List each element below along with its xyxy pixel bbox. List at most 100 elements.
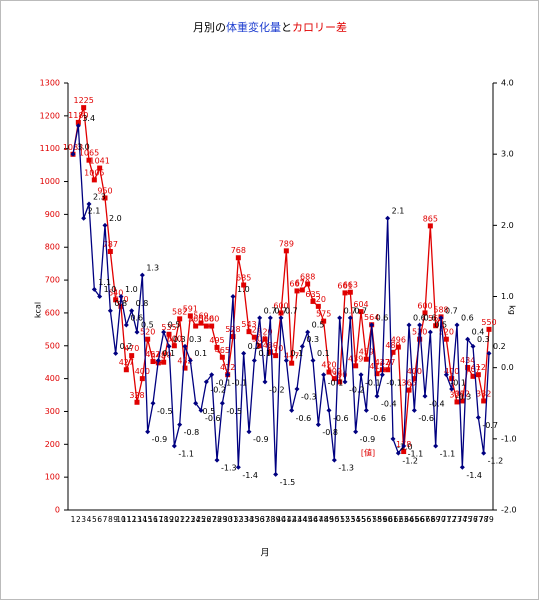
point — [283, 358, 289, 364]
data-label: 400 — [135, 367, 150, 376]
x-tick-label: 46 — [308, 515, 318, 524]
x-tick-label: 51 — [335, 515, 345, 524]
point — [230, 294, 236, 299]
data-label: 1041 — [89, 157, 109, 166]
data-label: 400 — [444, 367, 459, 376]
data-label: 0.3 — [477, 335, 490, 344]
point — [470, 373, 476, 379]
x-tick-label: 69 — [431, 515, 441, 524]
data-label: 452 — [145, 350, 160, 359]
data-label: 480 — [263, 341, 278, 350]
x-tick-label: 17 — [154, 515, 164, 524]
data-label: -0.1 — [365, 378, 381, 387]
data-label: -0.9 — [152, 435, 168, 444]
point — [353, 429, 359, 435]
data-label: 448 — [151, 351, 166, 360]
x-tick-label: 45 — [303, 515, 313, 524]
data-label: -0.2 — [269, 385, 285, 394]
point — [486, 326, 492, 332]
x-tick-label: 3 — [81, 515, 86, 524]
data-label: 0.5 — [168, 321, 181, 330]
data-label: 520 — [140, 328, 155, 337]
point — [171, 343, 177, 349]
point — [150, 359, 156, 365]
point — [315, 422, 321, 428]
point — [107, 308, 113, 314]
point — [166, 343, 172, 349]
data-label: 526 — [247, 326, 262, 335]
point — [337, 379, 343, 385]
point — [294, 288, 300, 294]
y-tick-label: 300 — [45, 407, 60, 416]
data-label: 470 — [124, 344, 139, 353]
point — [182, 365, 188, 371]
data-label: 1225 — [73, 96, 93, 105]
data-label: -0.6 — [370, 414, 386, 423]
x-tick-label: 65 — [410, 515, 420, 524]
data-label: 1005 — [84, 168, 104, 177]
data-label: 0.6 — [413, 313, 426, 322]
point — [246, 429, 252, 435]
data-label: 1.0 — [104, 285, 117, 294]
data-label: -0.5 — [200, 407, 216, 416]
point — [161, 329, 167, 335]
y-tick-label: 0 — [55, 506, 60, 515]
data-label: 412 — [471, 363, 486, 372]
y-tick-label: 1200 — [40, 111, 60, 120]
x-tick-label: 68 — [426, 515, 436, 524]
data-label: -0.8 — [184, 428, 200, 437]
point — [305, 281, 311, 287]
point — [235, 255, 241, 261]
data-label: -1.1 — [178, 449, 194, 458]
point — [134, 399, 140, 405]
data-label: 0.7 — [354, 306, 367, 315]
point — [438, 315, 444, 321]
x-tick-label: 24 — [191, 515, 201, 524]
point — [246, 329, 252, 335]
data-label: -1.2 — [402, 457, 418, 466]
point — [289, 360, 295, 366]
data-label: -0.2 — [349, 385, 365, 394]
x-tick-label: 33 — [239, 515, 249, 524]
data-label: 500 — [167, 334, 182, 343]
data-label: -0.1 — [216, 378, 232, 387]
data-label: 789 — [279, 239, 294, 248]
x-tick-label: 1 — [71, 515, 76, 524]
data-label: -0.5 — [226, 407, 242, 416]
data-label: 0.7 — [285, 306, 298, 315]
y-axis-label: kcal — [34, 302, 43, 318]
x-tick-label: 66 — [415, 515, 425, 524]
data-label: 0.3 — [306, 335, 319, 344]
point — [326, 369, 332, 375]
data-label: 495 — [209, 336, 224, 345]
x-tick-label: 13 — [132, 515, 142, 524]
point — [395, 344, 401, 350]
data-label: 667 — [289, 279, 304, 288]
y-tick-label: 1100 — [40, 144, 60, 153]
point — [75, 123, 81, 129]
point — [134, 329, 140, 335]
data-label: 0.7 — [264, 306, 277, 315]
point — [449, 386, 455, 392]
x-tick-label: 48 — [319, 515, 329, 524]
point — [475, 372, 481, 378]
data-label: 564 — [364, 313, 379, 322]
data-label: 768 — [231, 246, 246, 255]
x-tick-label: 41 — [282, 515, 292, 524]
title-part: カロリー差 — [292, 20, 347, 34]
data-label: -1.3 — [221, 464, 237, 473]
point — [310, 358, 316, 364]
point — [241, 350, 247, 356]
y-tick-label: 800 — [45, 243, 60, 252]
point — [214, 457, 220, 463]
x-tick-label: 14 — [138, 515, 148, 524]
y2-tick-label: 4.0 — [501, 79, 514, 88]
point — [97, 165, 103, 171]
point — [406, 387, 412, 393]
x-tick-label: 43 — [292, 515, 302, 524]
point — [342, 379, 348, 385]
point — [401, 449, 407, 455]
data-label: 500 — [252, 334, 267, 343]
point — [187, 313, 193, 319]
